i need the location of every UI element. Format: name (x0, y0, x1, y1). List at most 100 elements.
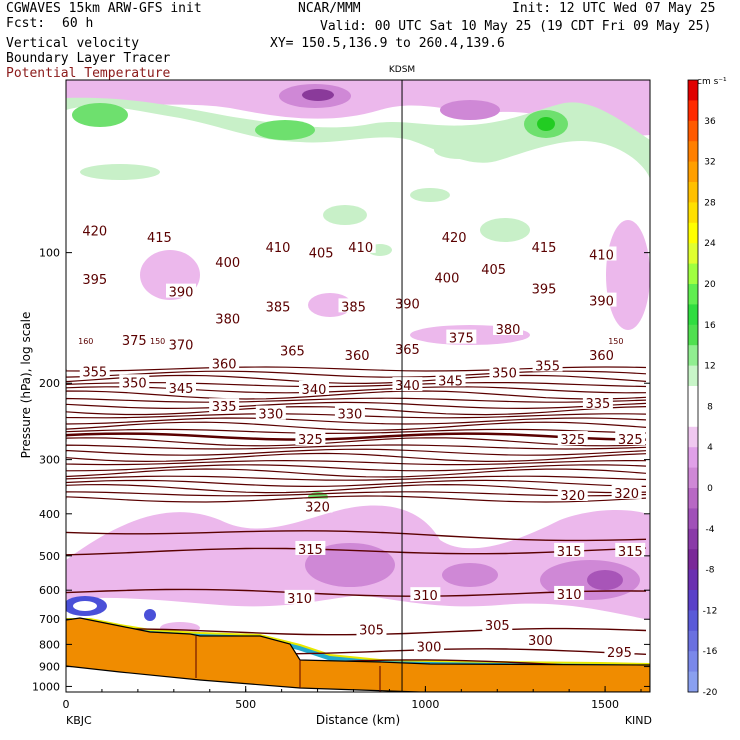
theta-contour-line (66, 432, 647, 441)
colorbar-swatch (688, 630, 698, 652)
colorbar-swatch (688, 222, 698, 244)
theta-label-bg (586, 246, 617, 261)
theta-label-bg (392, 295, 423, 310)
y-tick-label: 900 (39, 661, 60, 674)
colorbar-tick-label: -8 (706, 566, 715, 576)
colorbar: 36 32 28 24 20 16 12 8 4 0 -4 -8 -12 -16 -20 (687, 79, 718, 698)
theta-label: 340 (302, 383, 327, 398)
colorbar-unit: cm s⁻¹ (697, 77, 727, 87)
theta-label: 390 (169, 286, 194, 301)
theta-label: 335 (212, 400, 237, 415)
theta-label: 320 (305, 501, 330, 516)
theta-contour-line (66, 397, 647, 403)
theta-contour-line (66, 479, 647, 488)
theta-label: 310 (287, 592, 312, 607)
pos-velocity-area (434, 141, 486, 159)
colorbar-swatch (688, 284, 698, 305)
theta-label: 330 (258, 408, 283, 423)
theta-label: 325 (618, 433, 643, 448)
theta-label: 310 (413, 589, 438, 604)
theta-contour-line (66, 428, 647, 435)
theta-label-bg (493, 321, 524, 336)
colorbar-tick-label: 32 (704, 158, 715, 168)
theta-label-bg (439, 228, 470, 243)
theta-contour-line (66, 459, 647, 466)
theta-label: 370 (169, 339, 194, 354)
theta-label-bg (345, 238, 376, 253)
colorbar-swatch (688, 161, 698, 183)
colorbar-swatch (688, 406, 698, 428)
theta-label: 315 (618, 545, 643, 560)
pos-velocity-area (80, 164, 160, 180)
theta-label-bg (410, 587, 441, 602)
y-tick-label: 300 (39, 454, 60, 467)
theta-label: 325 (560, 433, 585, 448)
theta-label-bg (263, 238, 294, 253)
plot-frame (65, 79, 651, 693)
colorbar-tick-label: -16 (703, 647, 718, 657)
theta-label-bg (255, 405, 286, 420)
y-tick-label: 700 (39, 613, 60, 626)
theta-contour-line (66, 437, 647, 447)
theta-label: 380 (215, 313, 240, 328)
theta-label-bg (615, 542, 646, 557)
axis-ticks: 0 500 1000 1500 100 200 300 400 500 600 700 800 900 1… (32, 247, 650, 711)
pos-velocity-area (66, 97, 650, 180)
colorbar-tick-label: 28 (704, 198, 716, 208)
colorbar-swatch (688, 324, 698, 346)
colorbar-swatch (688, 243, 698, 265)
x-tick-label: 1500 (591, 698, 619, 711)
y-tick-label: 1000 (32, 680, 60, 693)
colorbar-swatch (688, 467, 698, 489)
theta-contour-line (66, 588, 647, 597)
colorbar-tick-label: 16 (704, 321, 716, 331)
theta-label: 400 (435, 271, 460, 286)
cross-section-coordinates: XY= 150.5,136.9 to 260.4,139.6 (270, 36, 505, 51)
theta-label-bg (79, 270, 110, 285)
colorbar-swatch (688, 488, 698, 509)
colorbar-tick-label: 8 (707, 402, 713, 412)
theta-contour-line (66, 390, 647, 400)
pos-velocity-area (255, 120, 315, 140)
theta-label-bg (435, 372, 466, 387)
pos-velocity-area (480, 218, 530, 242)
forecast-label: Fcst: (6, 16, 46, 31)
theta-label-bg (356, 621, 387, 636)
theta-label: 400 (215, 256, 240, 271)
terrain-segment-line (195, 636, 381, 692)
theta-label-bg (528, 280, 559, 295)
neg-velocity-core (587, 570, 623, 590)
colorbar-swatch (688, 263, 698, 285)
theta-label-bg (119, 374, 150, 389)
theta-label-bg (209, 355, 240, 370)
x-axis-title: Distance (km) (316, 713, 400, 727)
theta-label-small: 150 (150, 337, 165, 346)
theta-label-bg (166, 283, 197, 298)
theta-label-bg (615, 431, 646, 446)
theta-contour-line (66, 452, 647, 463)
theta-label-bg (586, 292, 617, 307)
colorbar-swatch (688, 447, 698, 469)
theta-label: 420 (82, 225, 107, 240)
x-tick-label: 1000 (411, 698, 439, 711)
theta-label: 410 (589, 249, 614, 264)
y-tick-label: 500 (39, 550, 60, 563)
theta-label-bg (413, 638, 444, 653)
neg-velocity-area (66, 80, 650, 136)
colorbar-tick-label: 0 (707, 484, 713, 494)
theta-label: 375 (449, 332, 474, 347)
colorbar-tick-label: 12 (704, 362, 715, 372)
colorbar-swatch (688, 426, 698, 448)
theta-label: 300 (417, 641, 442, 656)
theta-label-small: 150 (608, 337, 623, 346)
theta-contour-line (66, 464, 647, 472)
theta-label-bg (482, 617, 513, 632)
pos-velocity-area (323, 205, 367, 225)
station-label-right: KIND (625, 714, 652, 727)
center-label: NCAR/MMM (298, 1, 361, 16)
colorbar-swatch (688, 651, 698, 673)
colorbar-swatch (688, 345, 698, 367)
theta-label-bg (79, 363, 110, 378)
theta-label-bg (263, 298, 294, 313)
